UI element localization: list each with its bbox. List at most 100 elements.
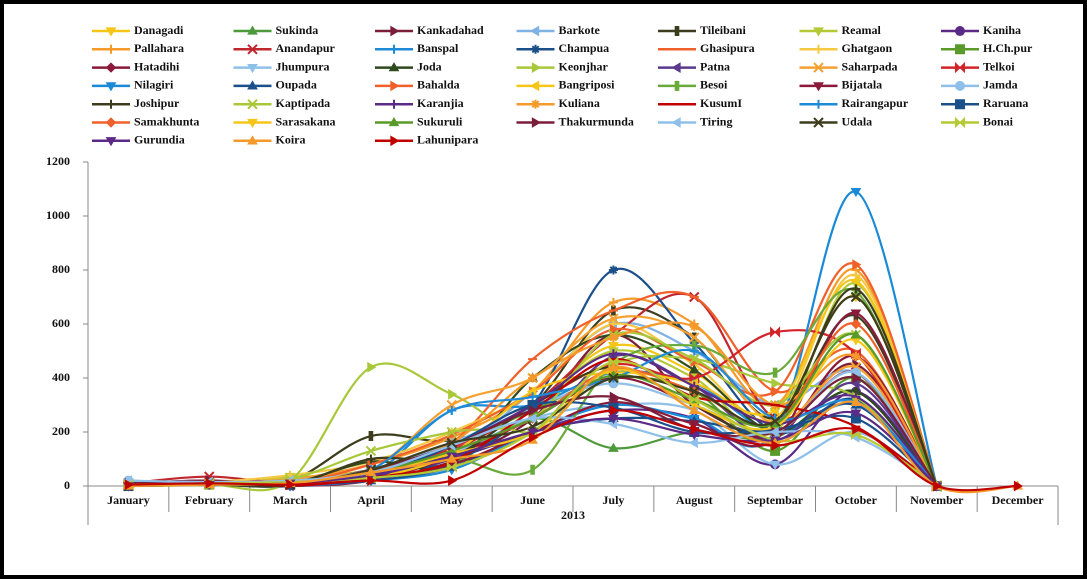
data-point bbox=[851, 284, 861, 294]
legend-label: Saharpada bbox=[842, 59, 898, 73]
legend-label: Barkote bbox=[559, 23, 601, 37]
legend-marker bbox=[530, 80, 540, 92]
legend-label: Rairangapur bbox=[842, 96, 909, 110]
x-tick-label: May bbox=[440, 493, 463, 507]
data-point bbox=[205, 477, 215, 489]
legend-marker bbox=[105, 117, 117, 128]
legend-label: Banspal bbox=[417, 41, 459, 55]
legend-marker bbox=[247, 98, 258, 110]
data-point bbox=[850, 409, 862, 419]
legend-label: Jamda bbox=[983, 78, 1018, 92]
legend-marker bbox=[814, 99, 823, 109]
legend-label: Joda bbox=[417, 59, 442, 73]
data-point bbox=[688, 437, 698, 449]
x-tick-label: December bbox=[992, 493, 1045, 507]
legend-label: Udala bbox=[842, 114, 873, 128]
data-point bbox=[608, 372, 619, 384]
data-point bbox=[446, 453, 458, 463]
legend-marker bbox=[390, 80, 400, 92]
x-tick-label: June bbox=[520, 493, 545, 507]
legend-label: Bonai bbox=[983, 114, 1014, 128]
legend-label: Koira bbox=[276, 133, 306, 147]
legend-marker bbox=[106, 99, 116, 109]
data-point bbox=[772, 367, 778, 378]
data-point bbox=[528, 405, 539, 416]
data-point bbox=[286, 479, 296, 491]
legend-marker bbox=[813, 62, 824, 73]
data-point bbox=[528, 392, 538, 402]
legend-marker bbox=[390, 25, 400, 37]
data-point bbox=[609, 324, 619, 335]
data-point bbox=[1013, 480, 1024, 492]
data-point bbox=[850, 188, 862, 198]
legend-marker bbox=[671, 62, 681, 73]
data-point bbox=[448, 388, 458, 400]
data-point bbox=[688, 364, 700, 374]
data-point bbox=[850, 318, 862, 330]
legend-marker bbox=[105, 62, 117, 73]
data-point bbox=[367, 361, 377, 373]
legend-marker bbox=[247, 80, 258, 90]
data-point bbox=[689, 386, 700, 397]
data-point bbox=[852, 259, 862, 270]
legend-label: Samakhunta bbox=[134, 114, 199, 128]
data-point bbox=[527, 428, 538, 438]
legend-label: Bahalda bbox=[417, 78, 460, 92]
legend-marker bbox=[105, 137, 117, 147]
data-point bbox=[608, 442, 619, 452]
data-point bbox=[771, 378, 781, 389]
legend-label: Jhumpura bbox=[276, 59, 330, 73]
legend-label: Reamal bbox=[842, 23, 882, 37]
legend-marker bbox=[530, 25, 540, 37]
legend-label: Gurundia bbox=[134, 133, 185, 147]
data-point bbox=[609, 391, 619, 403]
data-point bbox=[689, 353, 700, 365]
data-point bbox=[689, 393, 700, 406]
y-tick-label: 0 bbox=[64, 478, 70, 492]
legend-marker bbox=[247, 25, 258, 35]
legend-label: Ghatgaon bbox=[842, 41, 893, 55]
data-point bbox=[850, 275, 860, 287]
legend-marker bbox=[247, 44, 258, 55]
legend-marker bbox=[813, 27, 824, 37]
legend-marker bbox=[531, 44, 540, 54]
x-tick-label: April bbox=[357, 493, 385, 507]
data-point bbox=[608, 349, 618, 359]
data-point bbox=[446, 437, 457, 449]
legend-marker bbox=[814, 44, 823, 54]
data-point bbox=[367, 475, 377, 486]
data-point bbox=[528, 373, 538, 383]
legend-label: Sukinda bbox=[276, 23, 319, 37]
data-point bbox=[365, 467, 377, 477]
legend-marker bbox=[390, 135, 400, 147]
data-point bbox=[527, 413, 537, 424]
legend-label: Bijatala bbox=[842, 78, 883, 92]
legend-label: Patna bbox=[700, 59, 730, 73]
x-tick-label: February bbox=[185, 493, 234, 507]
y-tick-label: 1000 bbox=[46, 208, 70, 222]
x-tick-label: January bbox=[107, 493, 150, 507]
legend-marker bbox=[105, 82, 117, 92]
x-axis-label: 2013 bbox=[561, 508, 585, 522]
legend-label: Anandapur bbox=[276, 41, 336, 55]
legend-label: Champua bbox=[559, 41, 610, 55]
legend-marker bbox=[531, 99, 540, 109]
data-point bbox=[852, 372, 862, 384]
data-point bbox=[688, 404, 700, 415]
legend-label: Nilagiri bbox=[134, 78, 174, 92]
legend-marker bbox=[106, 44, 116, 54]
data-point bbox=[608, 333, 618, 342]
legend-label: Kuliana bbox=[559, 96, 600, 110]
legend-label: Tiring bbox=[700, 114, 732, 128]
data-point bbox=[770, 326, 781, 338]
data-point bbox=[769, 426, 779, 438]
data-point bbox=[608, 341, 619, 352]
x-tick-label: October bbox=[835, 493, 878, 507]
legend-label: Bangriposi bbox=[559, 78, 616, 92]
data-point bbox=[771, 386, 781, 397]
data-point bbox=[690, 423, 700, 435]
legend-label: Kaptipada bbox=[276, 96, 331, 110]
legend-marker bbox=[105, 27, 117, 37]
data-point bbox=[689, 346, 699, 356]
